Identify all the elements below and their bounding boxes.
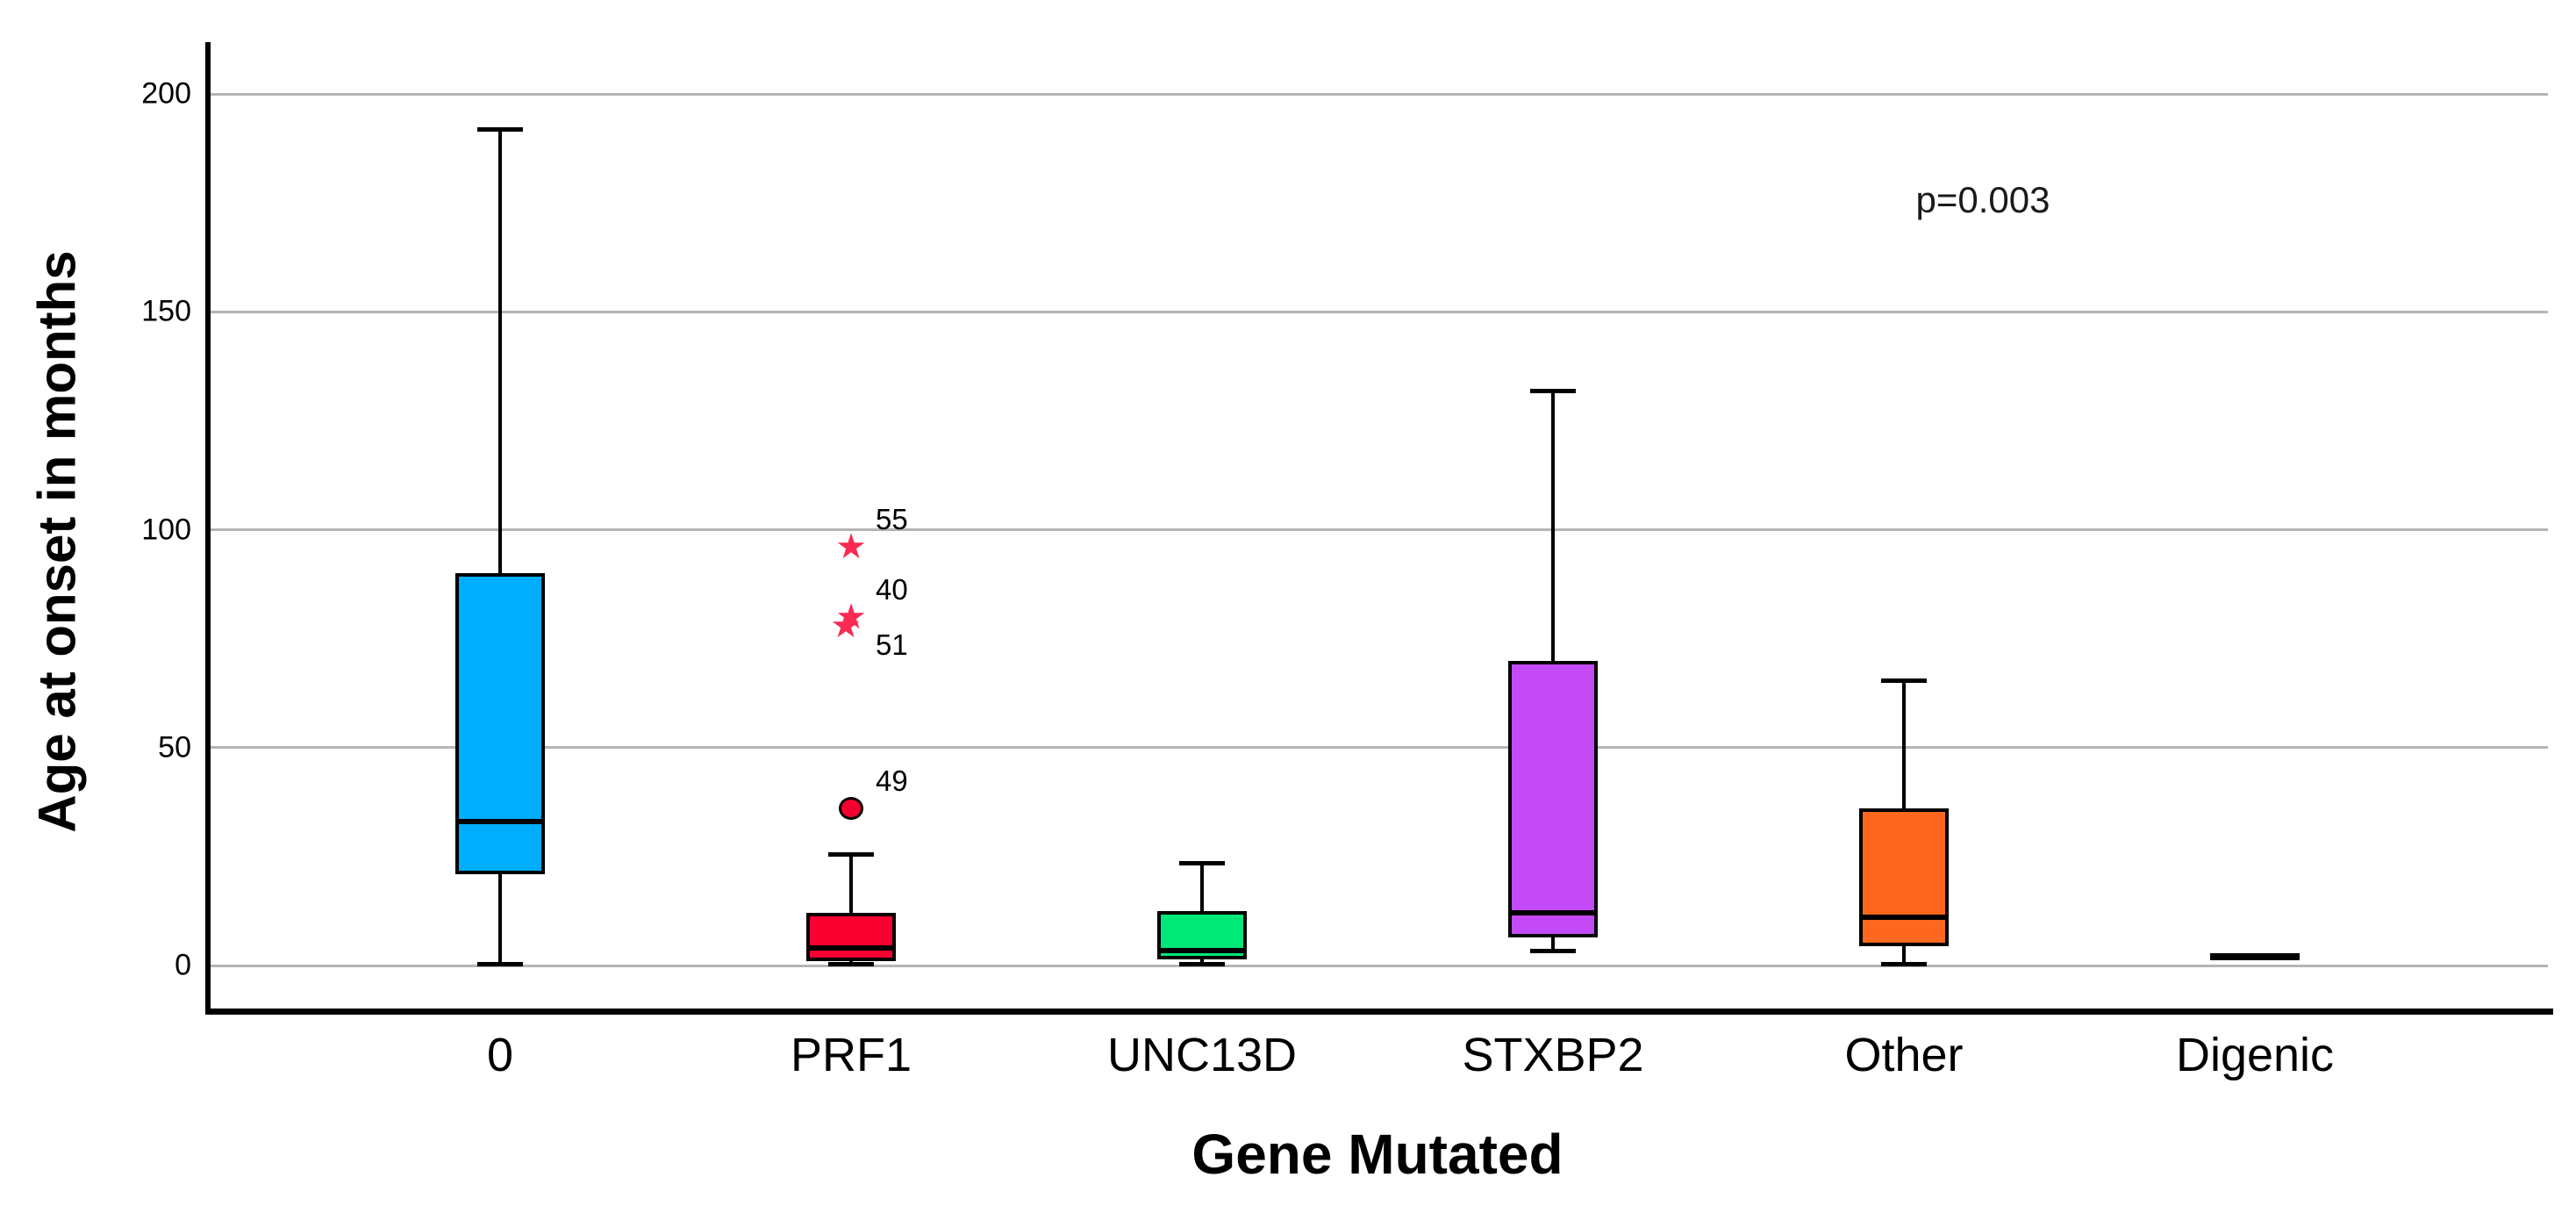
upper-whisker-other (1902, 679, 1906, 809)
degenerate-box-digenic (2210, 953, 2300, 961)
box-stxbp2 (1508, 660, 1598, 937)
x-category-label-stxbp2: STXBP2 (1462, 1029, 1644, 1081)
x-category-label-unc13d: UNC13D (1106, 1029, 1298, 1081)
upper-whisker-cap-0 (477, 126, 523, 132)
lower-whisker-cap-unc13d (1179, 961, 1225, 966)
lower-whisker-stxbp2 (1551, 937, 1555, 951)
median-prf1 (806, 945, 896, 951)
lower-whisker-other (1902, 945, 1906, 964)
upper-whisker-cap-stxbp2 (1530, 388, 1576, 393)
extreme-outlier-star-case-51: ★ (830, 606, 862, 645)
gridline-0 (211, 964, 2548, 967)
x-category-label-other: Other (1844, 1029, 1964, 1081)
box-prf1 (806, 913, 896, 962)
lower-whisker-cap-stxbp2 (1530, 948, 1576, 953)
upper-whisker-unc13d (1200, 863, 1204, 911)
lower-whisker-unc13d (1200, 958, 1204, 964)
box-other (1859, 808, 1949, 946)
outlier-case-label-51: 51 (876, 628, 908, 661)
box-0 (455, 573, 545, 874)
lower-whisker-cap-0 (477, 961, 523, 966)
y-tick-label-150: 150 (141, 294, 191, 328)
upper-whisker-cap-unc13d (1179, 861, 1225, 866)
x-category-label-0: 0 (486, 1029, 514, 1081)
extreme-outlier-star-case-40: ★ (835, 597, 867, 636)
outlier-case-label-49: 49 (876, 765, 908, 798)
y-tick-label-200: 200 (141, 76, 191, 111)
upper-whisker-cap-other (1881, 678, 1927, 683)
outlier-case-label-55: 55 (876, 503, 908, 536)
x-axis-line (205, 1009, 2553, 1015)
outlier-circle-case-49 (839, 797, 863, 821)
outlier-case-label-40: 40 (876, 572, 908, 606)
lower-whisker-cap-prf1 (828, 961, 874, 966)
median-stxbp2 (1508, 910, 1598, 916)
lower-whisker-cap-other (1881, 961, 1927, 966)
extreme-outlier-star-case-55: ★ (835, 528, 867, 567)
median-unc13d (1157, 947, 1247, 953)
y-tick-label-0: 0 (175, 948, 191, 982)
x-axis-title: Gene Mutated (1191, 1123, 1563, 1186)
upper-whisker-stxbp2 (1551, 390, 1555, 661)
upper-whisker-cap-prf1 (828, 852, 874, 858)
x-category-label-prf1: PRF1 (790, 1029, 912, 1081)
gridline-200 (211, 92, 2548, 96)
lower-whisker-0 (498, 873, 502, 964)
gridline-150 (211, 310, 2548, 313)
y-tick-label-100: 100 (141, 513, 191, 547)
gridline-100 (211, 528, 2548, 532)
p-value-annotation: p=0.003 (1915, 179, 2050, 220)
median-0 (455, 819, 545, 825)
upper-whisker-prf1 (849, 854, 853, 914)
median-other (1859, 915, 1949, 921)
y-axis-line (205, 42, 211, 1015)
gridline-50 (211, 746, 2548, 750)
y-tick-label-50: 50 (158, 730, 191, 765)
upper-whisker-0 (498, 128, 502, 574)
x-category-label-digenic: Digenic (2175, 1029, 2335, 1081)
